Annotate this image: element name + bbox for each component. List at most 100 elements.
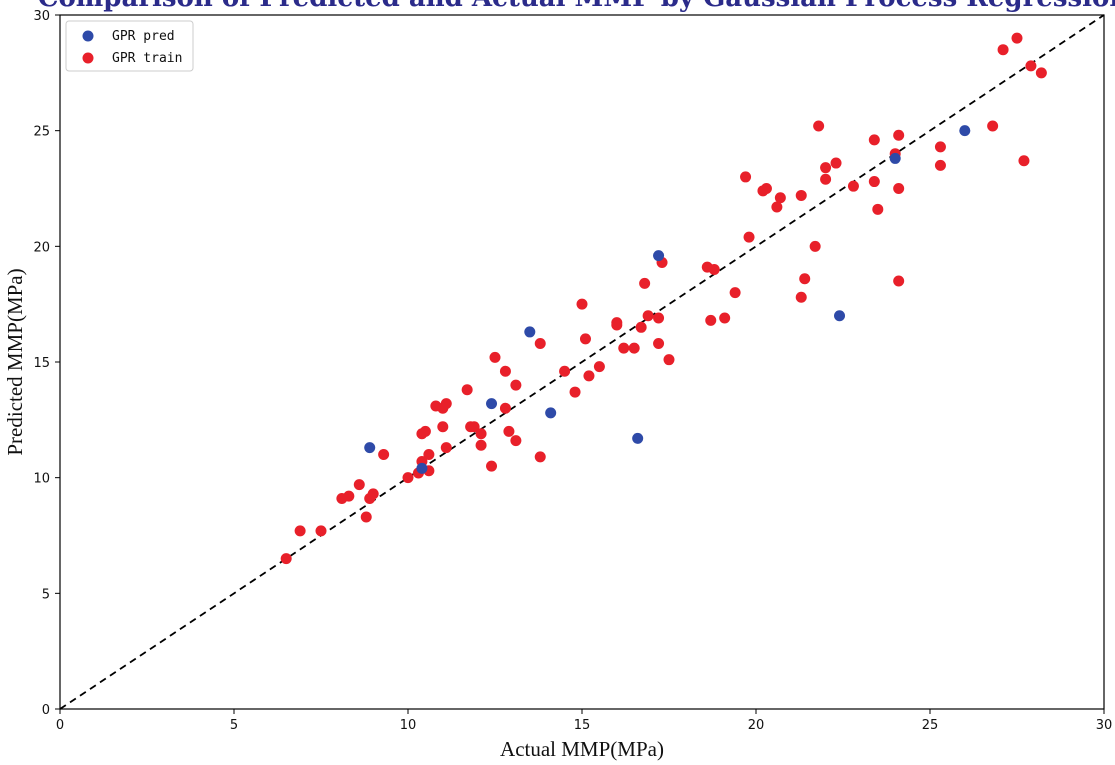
- train-point: [729, 287, 741, 299]
- train-point: [774, 192, 786, 204]
- train-point: [510, 435, 522, 447]
- train-point: [934, 141, 946, 153]
- train-point: [663, 354, 675, 366]
- train-point: [315, 525, 327, 537]
- train-point: [510, 379, 522, 391]
- x-axis-label: Actual MMP(MPa): [500, 737, 664, 761]
- pred-point: [834, 310, 846, 322]
- x-tick-label: 0: [56, 718, 64, 733]
- train-point: [576, 298, 588, 310]
- x-tick-label: 20: [748, 718, 765, 733]
- train-point: [799, 273, 811, 285]
- train-point: [280, 553, 292, 565]
- x-tick-label: 15: [574, 718, 591, 733]
- y-tick-label: 10: [33, 472, 50, 487]
- train-point: [499, 365, 511, 377]
- legend-marker-train: [82, 52, 94, 64]
- train-point: [360, 511, 372, 523]
- train-point: [579, 333, 591, 345]
- train-point: [642, 310, 654, 322]
- train-point: [809, 240, 821, 252]
- pred-point: [545, 407, 557, 419]
- train-point: [475, 428, 487, 440]
- train-point: [611, 317, 623, 329]
- train-point: [1011, 32, 1023, 44]
- axis-ticks: 0 5 10 15 20 25 30 0 5 10 15 20 25 30: [33, 9, 1112, 733]
- pred-point: [416, 462, 428, 474]
- train-point: [653, 312, 665, 324]
- pred-point: [364, 442, 376, 454]
- train-point: [743, 231, 755, 243]
- pred-point: [653, 250, 665, 262]
- train-point: [583, 370, 595, 382]
- y-axis-label: Predicted MMP(MPa): [3, 268, 27, 455]
- train-point: [934, 159, 946, 171]
- train-point: [997, 44, 1009, 56]
- train-point: [499, 402, 511, 414]
- train-point: [353, 479, 365, 491]
- legend-marker-pred: [82, 30, 94, 42]
- train-point: [760, 183, 772, 194]
- chart-title: Comparison of Predicted and Actual MMP b…: [38, 0, 1115, 13]
- train-point: [440, 398, 452, 410]
- train-point: [503, 425, 515, 437]
- train-point: [740, 171, 752, 183]
- train-point: [795, 189, 807, 201]
- pred-point: [632, 432, 644, 444]
- train-point: [534, 337, 546, 349]
- train-point: [569, 386, 581, 398]
- series-gpr-train: [280, 32, 1047, 565]
- pred-point: [959, 125, 971, 137]
- train-point: [893, 129, 905, 141]
- train-point: [486, 460, 498, 472]
- y-tick-label: 20: [33, 240, 50, 255]
- reference-line: [59, 14, 1105, 710]
- train-point: [820, 173, 832, 185]
- pred-point: [524, 326, 536, 338]
- train-point: [628, 342, 640, 354]
- legend-label-pred: GPR pred: [112, 29, 175, 44]
- train-point: [771, 201, 783, 213]
- x-tick-label: 5: [230, 718, 238, 733]
- y-tick-label: 30: [33, 9, 50, 24]
- train-point: [475, 439, 487, 451]
- train-point: [559, 365, 571, 377]
- train-point: [987, 120, 999, 132]
- train-point: [893, 183, 905, 194]
- train-point: [489, 351, 501, 363]
- train-point: [367, 488, 379, 500]
- pred-point: [889, 152, 901, 164]
- train-point: [618, 342, 630, 354]
- x-tick-label: 30: [1096, 718, 1113, 733]
- train-point: [423, 449, 435, 461]
- train-point: [343, 490, 355, 502]
- train-point: [872, 203, 884, 215]
- train-point: [893, 275, 905, 287]
- series-gpr-pred: [364, 125, 971, 474]
- train-point: [653, 337, 665, 349]
- train-point: [847, 180, 859, 192]
- y-tick-label: 5: [42, 587, 50, 602]
- data-points: [280, 32, 1047, 565]
- train-point: [437, 421, 449, 433]
- train-point: [830, 157, 842, 169]
- train-point: [1018, 155, 1030, 167]
- train-point: [593, 361, 605, 373]
- x-tick-label: 10: [400, 718, 417, 733]
- train-point: [708, 263, 720, 275]
- train-point: [1035, 67, 1047, 79]
- train-point: [719, 312, 731, 324]
- train-point: [468, 421, 480, 433]
- train-point: [820, 162, 832, 174]
- train-point: [795, 291, 807, 303]
- legend-label-train: GPR train: [112, 51, 182, 66]
- y-tick-label: 0: [42, 703, 50, 718]
- train-point: [639, 277, 651, 289]
- train-point: [440, 442, 452, 454]
- train-point: [461, 384, 473, 396]
- train-point: [534, 451, 546, 463]
- train-point: [705, 314, 717, 326]
- train-point: [813, 120, 825, 132]
- train-point: [402, 472, 414, 484]
